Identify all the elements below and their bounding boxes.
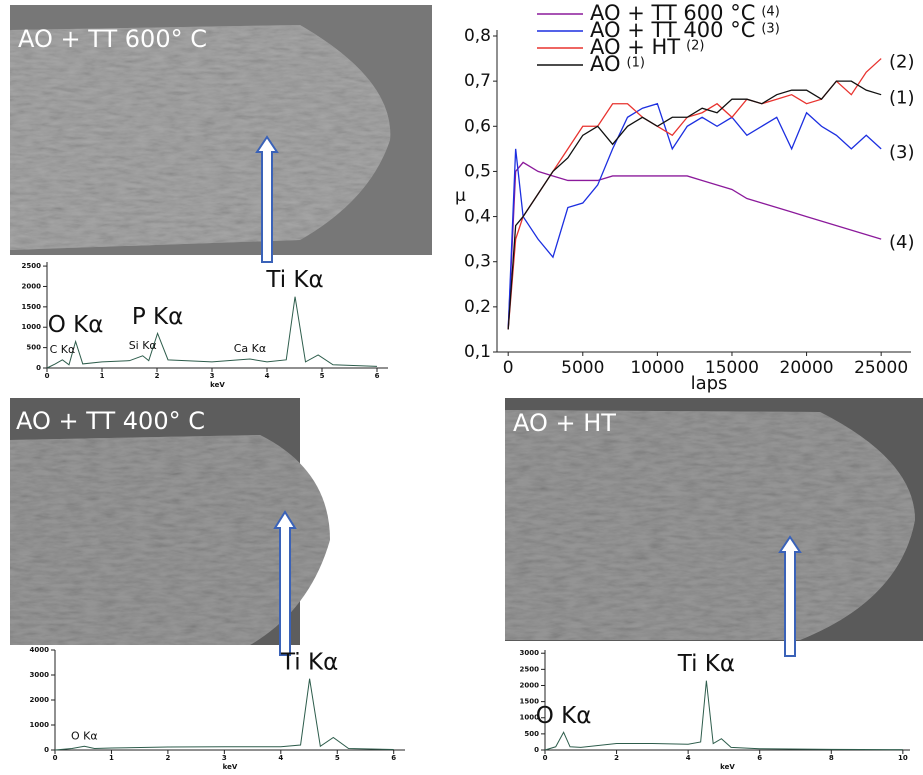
y-tick-label: 500 [26, 344, 41, 352]
y-tick-label: 0 [36, 364, 41, 372]
data-line [54, 678, 394, 751]
peak-label: Ca Kα [234, 342, 266, 355]
y-tick-label: 0,8 [464, 26, 491, 46]
x-tick-label: 6 [391, 754, 396, 762]
wear-track [10, 435, 330, 645]
legend-label: AO + HT [590, 35, 680, 59]
y-tick-label: 2500 [22, 262, 42, 270]
x-tick-label: 3 [210, 372, 215, 380]
y-tick-label: 0,4 [464, 207, 491, 227]
x-tick-label: 3 [222, 754, 227, 762]
image-label: AO + TT 400° C [16, 407, 205, 435]
data-line [46, 296, 378, 369]
x-tick-label: 8 [829, 754, 834, 762]
x-tick-label: 20000 [780, 358, 834, 378]
x-tick-label: 2 [614, 754, 619, 762]
y-tick-label: 1000 [22, 323, 42, 331]
x-tick-label: 15000 [705, 358, 759, 378]
x-tick-label: 1 [109, 754, 114, 762]
y-tick-label: 2500 [520, 665, 540, 673]
y-tick-label: 1500 [22, 303, 42, 311]
legend-tag: (2) [686, 39, 704, 54]
x-tick-label: 10000 [630, 358, 684, 378]
wear-track [10, 25, 391, 250]
y-tick-label: 2000 [520, 681, 540, 689]
legend-label: AO + TT 600 °C [590, 1, 755, 25]
data-line [507, 58, 882, 330]
peak-label: O Kα [48, 312, 104, 338]
series-tag: (2) [889, 52, 915, 73]
peak-label: Ti Kα [280, 649, 338, 675]
legend-tag: (1) [627, 56, 645, 71]
peak-label: P Kα [132, 304, 183, 330]
x-tick-label: 1 [100, 372, 105, 380]
sem-image: AO + HT [505, 398, 923, 641]
x-tick-label: 4 [278, 754, 283, 762]
x-tick-label: 5 [320, 372, 325, 380]
x-tick-label: 0 [543, 754, 548, 762]
series-tag: (1) [889, 88, 915, 109]
y-tick-label: 0,5 [464, 161, 491, 181]
peak-label: Si Kα [129, 339, 157, 352]
y-axis-label: µ [455, 186, 466, 206]
x-tick-label: 25000 [854, 358, 908, 378]
x-tick-label: 2 [155, 372, 160, 380]
x-axis-label: keV [720, 763, 735, 771]
data-line [507, 80, 882, 330]
arrow [273, 510, 297, 656]
x-tick-label: 2 [165, 754, 170, 762]
x-tick-label: 0 [53, 754, 58, 762]
data-line [507, 161, 882, 330]
y-tick-label: 3000 [30, 671, 50, 679]
y-tick-label: 500 [524, 730, 539, 738]
x-tick-label: 6 [375, 372, 380, 380]
y-tick-label: 0 [534, 746, 539, 754]
sem-image: AO + TT 600° C [10, 5, 432, 255]
y-tick-label: 4000 [30, 646, 50, 654]
y-tick-label: 0,2 [464, 297, 491, 317]
x-tick-label: 0 [45, 372, 50, 380]
x-tick-label: 0 [503, 358, 514, 378]
y-tick-label: 0,6 [464, 116, 491, 136]
x-axis-label: laps [691, 373, 728, 394]
x-tick-label: 10 [898, 754, 908, 762]
x-tick-label: 4 [686, 754, 691, 762]
x-axis-label: keV [223, 763, 238, 771]
arrow [255, 135, 279, 263]
peak-label: Ti Kα [677, 651, 735, 677]
y-tick-label: 1000 [520, 714, 540, 722]
y-tick-label: 1000 [30, 721, 50, 729]
y-tick-label: 2000 [22, 282, 42, 290]
series-tag: (3) [889, 142, 915, 163]
x-tick-label: 5000 [561, 358, 604, 378]
y-tick-label: 3000 [520, 649, 540, 657]
sem-image: AO + TT 400° C [10, 398, 330, 645]
data-line [507, 102, 882, 330]
image-label: AO + HT [513, 409, 616, 437]
y-tick-label: 0,3 [464, 252, 491, 272]
wear-track [505, 410, 915, 640]
arrow [778, 535, 802, 657]
x-tick-label: 5 [335, 754, 340, 762]
image-label: AO + TT 600° C [18, 25, 207, 53]
y-tick-label: 2000 [30, 696, 50, 704]
peak-label: C Kα [50, 343, 76, 356]
x-tick-label: 6 [757, 754, 762, 762]
series-tag: (4) [889, 232, 915, 253]
legend-label: AO + TT 400 °C [590, 18, 755, 42]
y-tick-label: 0,1 [464, 342, 491, 362]
legend-label: AO [590, 52, 621, 76]
legend-tag: (4) [761, 5, 779, 20]
data-line [544, 680, 903, 751]
y-tick-label: 0,7 [464, 71, 491, 91]
y-tick-label: 1500 [520, 698, 540, 706]
x-tick-label: 4 [265, 372, 270, 380]
peak-label: O Kα [71, 729, 98, 742]
y-tick-label: 0 [44, 746, 49, 754]
legend-tag: (3) [761, 22, 779, 37]
peak-label: Ti Kα [265, 267, 323, 293]
peak-label: O Kα [536, 703, 592, 729]
x-axis-label: keV [210, 381, 225, 389]
